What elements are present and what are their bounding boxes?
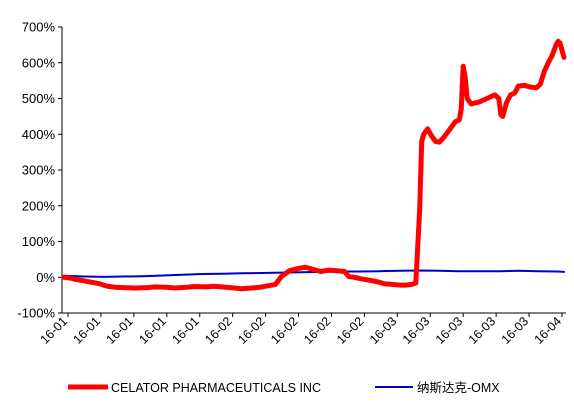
y-tick-label: 500% — [22, 91, 56, 106]
x-tick-label: 16-02 — [235, 314, 268, 347]
y-tick-label: 200% — [22, 198, 56, 213]
x-tick-labels: 16-01 16-01 16-01 16-01 16-01 16-02 16-02 16-02… — [38, 314, 565, 347]
series-layer — [61, 38, 567, 292]
y-tick-label: 600% — [22, 55, 56, 70]
y-tick-labels: 700% 600% 500% 400% 300% 200% 100% 0% -100% — [17, 20, 55, 321]
legend-label-series-0: CELATOR PHARMACEUTICALS INC — [111, 381, 321, 395]
y-tick-label: 300% — [22, 163, 56, 178]
x-tick-label: 16-01 — [103, 314, 136, 347]
x-tick-label: 16-04 — [532, 314, 565, 347]
x-tick-label: 16-03 — [433, 314, 466, 347]
y-tick-label: -100% — [17, 306, 55, 321]
y-tick-label: 700% — [22, 20, 56, 35]
x-tick-label: 16-03 — [400, 314, 433, 347]
y-tick-label: 0% — [36, 270, 55, 285]
x-tick-label: 16-02 — [301, 314, 334, 347]
x-tick-label: 16-02 — [334, 314, 367, 347]
x-tick-label: 16-03 — [367, 314, 400, 347]
legend: CELATOR PHARMACEUTICALS INC 纳斯达克-OMX — [68, 381, 500, 395]
x-tick-label: 16-01 — [136, 314, 169, 347]
x-tick-label: 16-02 — [268, 314, 301, 347]
x-tick-label: 16-03 — [499, 314, 532, 347]
x-tick-label: 16-03 — [466, 314, 499, 347]
axes — [58, 26, 566, 317]
series-line-0 — [61, 38, 567, 292]
y-tick-label: 400% — [22, 127, 56, 142]
x-tick-label: 16-01 — [71, 314, 104, 347]
y-tick-label: 100% — [22, 234, 56, 249]
x-tick-label: 16-01 — [169, 314, 202, 347]
legend-label-series-1: 纳斯达克-OMX — [417, 381, 500, 395]
x-tick-label: 16-02 — [202, 314, 235, 347]
